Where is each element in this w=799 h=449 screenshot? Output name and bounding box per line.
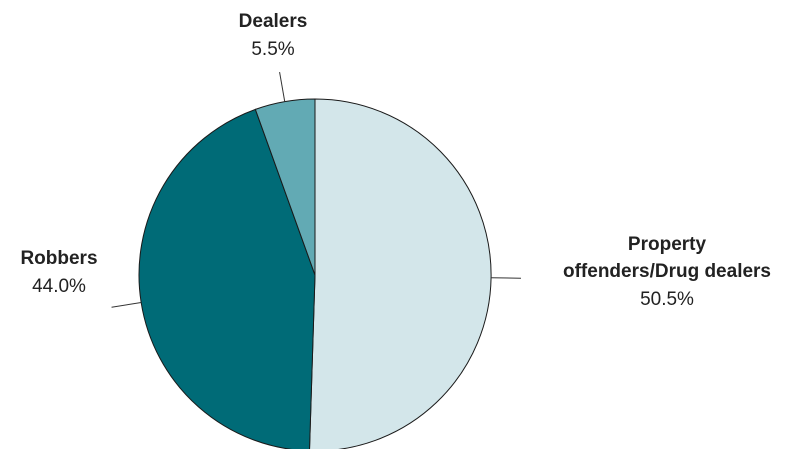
slice-value-property: 50.5% <box>640 289 694 310</box>
leader-lines <box>111 71 521 308</box>
leader-line-dealers <box>279 71 286 102</box>
leader-line-robbers <box>111 302 142 308</box>
slice-value-dealers: 5.5% <box>251 39 294 60</box>
slice-label-property-line-2: offenders/Drug dealers <box>563 261 771 282</box>
slice-label-dealers: Dealers <box>239 11 308 32</box>
pie-slice-property-offenders <box>309 98 492 449</box>
slice-label-property-line-1: Property <box>628 234 707 255</box>
slice-value-robbers: 44.0% <box>32 276 86 297</box>
slice-label-robbers: Robbers <box>20 248 97 269</box>
pie-slices <box>138 98 492 449</box>
pie-slice-robbers <box>138 108 316 449</box>
